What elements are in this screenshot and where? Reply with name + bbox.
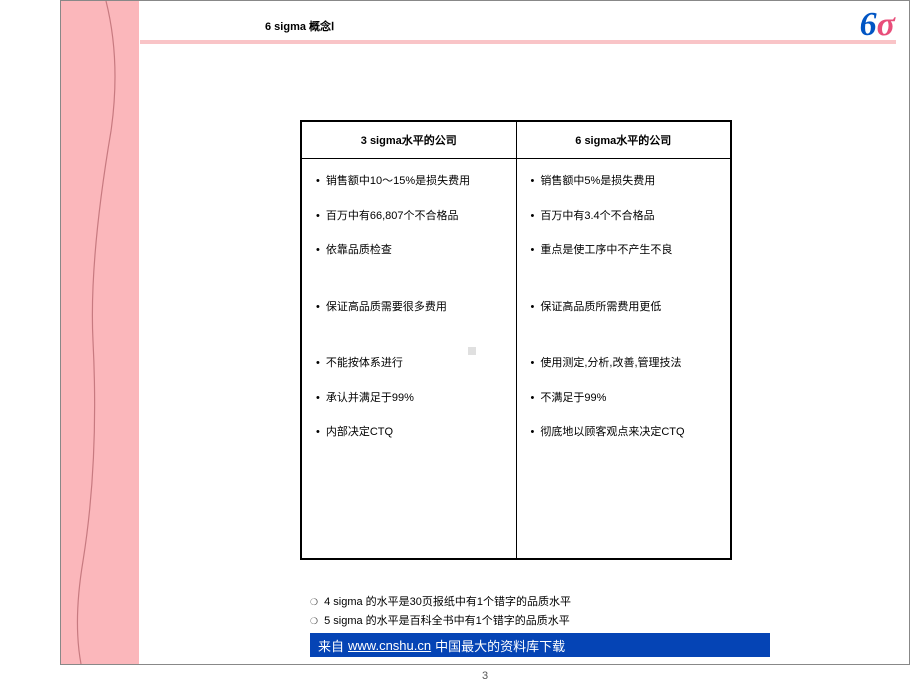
logo-six: 6 <box>860 6 877 43</box>
list-item: 百万中有66,807个不合格品 <box>314 208 504 243</box>
pink-sidebar <box>61 1 139 664</box>
list-item: 不能按体系进行 <box>314 355 504 390</box>
footer-link[interactable]: www.cnshu.cn <box>348 638 431 653</box>
col1-header: 3 sigma水平的公司 <box>301 121 516 159</box>
center-marker <box>468 347 476 355</box>
list-item: 百万中有3.4个不合格品 <box>529 208 719 243</box>
list-item: 销售额中5%是损失费用 <box>529 173 719 208</box>
logo-sigma: σ <box>877 6 895 43</box>
footer-prefix: 来自 <box>318 636 344 655</box>
slide-title: 6 sigma 概念Ⅰ <box>265 18 334 34</box>
note-line: 5 sigma 的水平是百科全书中有1个错字的品质水平 <box>310 612 592 631</box>
col2-cell: 销售额中5%是损失费用 百万中有3.4个不合格品 重点是使工序中不产生不良 保证… <box>516 159 731 559</box>
list-item: 保证高品质所需费用更低 <box>529 299 719 334</box>
list-item: 销售额中10～15%是损失费用 <box>314 173 504 208</box>
six-sigma-logo: 6σ <box>860 6 895 44</box>
footer-suffix: 中国最大的资料库下载 <box>435 636 565 655</box>
header-divider <box>140 40 896 44</box>
list-item: 保证高品质需要很多费用 <box>314 299 504 334</box>
footer-bar: 来自 www.cnshu.cn 中国最大的资料库下载 <box>310 633 770 657</box>
table-header-row: 3 sigma水平的公司 6 sigma水平的公司 <box>301 121 731 159</box>
list-item: 依靠品质检查 <box>314 242 504 277</box>
list-item: 重点是使工序中不产生不良 <box>529 242 719 277</box>
page-number: 3 <box>60 670 910 682</box>
list-item: 使用测定,分析,改善,管理技法 <box>529 355 719 390</box>
list-item: 不满足于99% <box>529 390 719 425</box>
comparison-table: 3 sigma水平的公司 6 sigma水平的公司 销售额中10～15%是损失费… <box>300 120 732 560</box>
table-body-row: 销售额中10～15%是损失费用 百万中有66,807个不合格品 依靠品质检查 保… <box>301 159 731 559</box>
list-item: 内部决定CTQ <box>314 424 504 459</box>
list-item: 彻底地以顾客观点来决定CTQ <box>529 424 719 459</box>
list-item: 承认并满足于99% <box>314 390 504 425</box>
col1-cell: 销售额中10～15%是损失费用 百万中有66,807个不合格品 依靠品质检查 保… <box>301 159 516 559</box>
note-line: 4 sigma 的水平是30页报纸中有1个错字的品质水平 <box>310 593 592 612</box>
col2-header: 6 sigma水平的公司 <box>516 121 731 159</box>
